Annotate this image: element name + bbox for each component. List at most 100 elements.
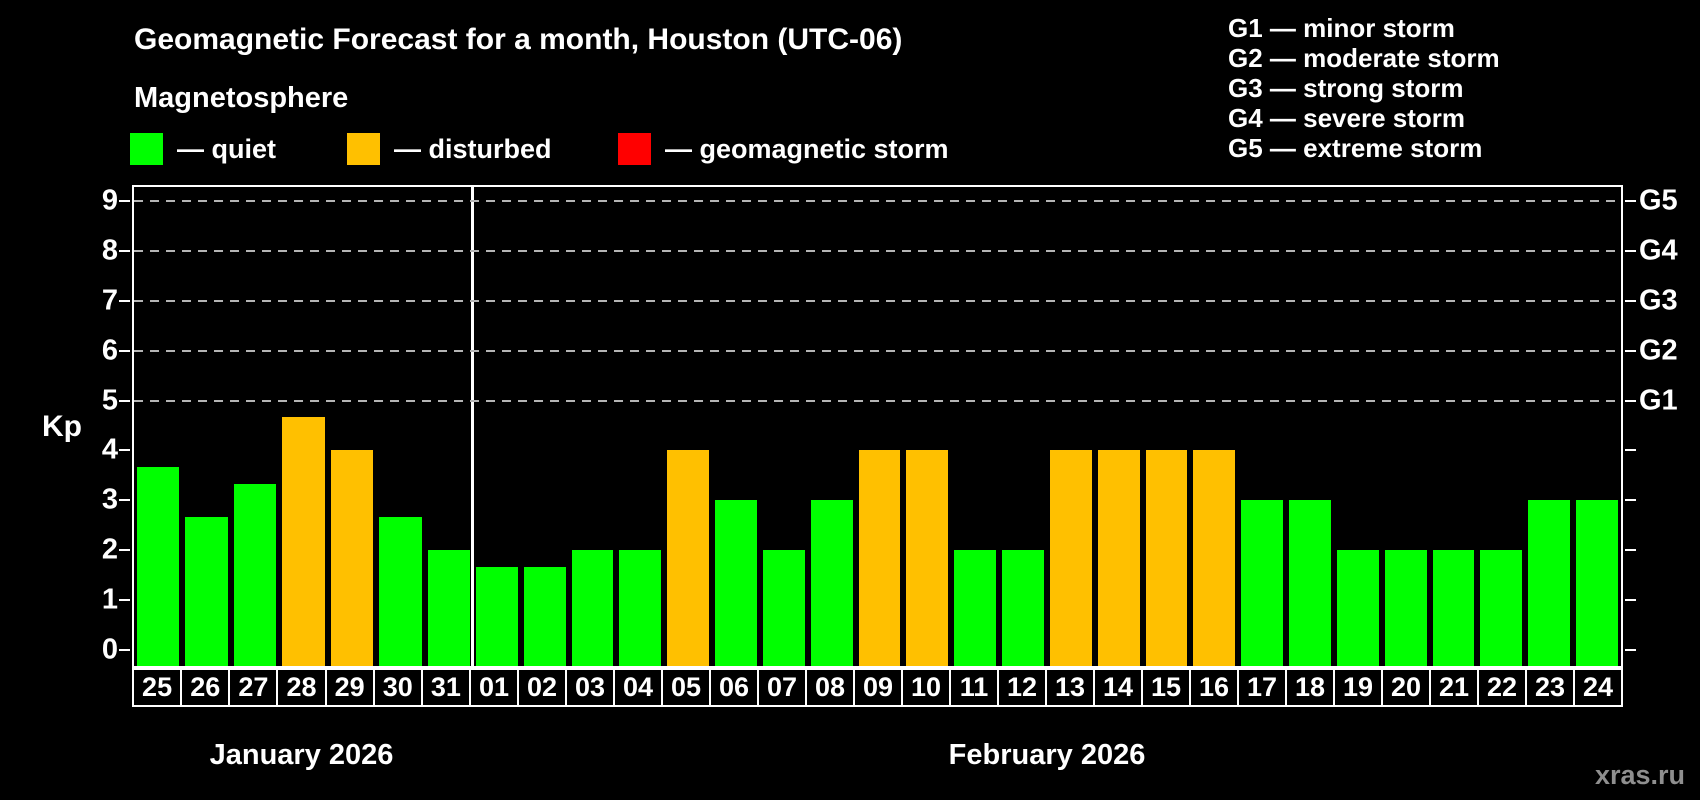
bar-day-12 (1002, 550, 1044, 666)
month-label: February 2026 (948, 739, 1146, 771)
bar-cell (1382, 187, 1430, 666)
g-legend-item: G5 — extreme storm (1228, 133, 1483, 163)
legend-swatch-quiet (130, 133, 163, 165)
bar-day-09 (858, 450, 901, 666)
y-tick-label: 8 (101, 234, 118, 267)
bar-day-19 (1336, 550, 1379, 666)
bar-day-29 (330, 450, 374, 666)
y-tick-left (119, 499, 130, 502)
g-legend-item: G1 — minor storm (1228, 13, 1455, 43)
g-axis-label-g2: G2 (1639, 334, 1678, 367)
bar-day-15 (1145, 450, 1188, 666)
month-label: January 2026 (209, 739, 394, 771)
day-label: 12 (997, 668, 1047, 707)
legend-item-quiet: — quiet (130, 133, 276, 165)
bar-cell (569, 187, 617, 666)
month-separator-line (471, 187, 474, 666)
day-label: 03 (565, 668, 615, 707)
y-tick-label: 5 (101, 384, 118, 416)
gridline-kp8 (134, 249, 1621, 252)
bar-cell (1286, 187, 1334, 666)
bar-cell (1525, 187, 1573, 666)
y-tick-right (1625, 499, 1636, 502)
y-tick-left (119, 199, 130, 202)
y-tick-label: 2 (101, 533, 118, 566)
day-label: 15 (1141, 668, 1191, 707)
day-label: 20 (1381, 668, 1431, 707)
y-tick-right (1625, 649, 1636, 651)
bar-cell (425, 187, 473, 666)
g-axis-label-g5: G5 (1639, 184, 1678, 217)
bar-cell (616, 187, 664, 666)
bar-day-02 (523, 566, 566, 666)
day-label: 01 (469, 668, 519, 707)
day-label: 26 (180, 668, 231, 707)
y-tick-left (119, 399, 130, 402)
y-tick-label: 9 (101, 184, 118, 217)
bar-day-22 (1480, 550, 1523, 666)
bar-cell (951, 187, 999, 666)
day-label: 22 (1477, 668, 1527, 707)
bar-day-01 (476, 566, 518, 666)
bar-day-28 (282, 416, 325, 666)
gridline-kp5 (134, 399, 1621, 402)
y-tick-left (119, 349, 130, 352)
day-label: 14 (1093, 668, 1143, 707)
y-tick-label: 4 (101, 433, 118, 466)
day-label: 31 (420, 668, 471, 707)
bar-cell (712, 187, 760, 666)
plot-inner: 0 1 2 3 4 5 6 7 8 9 G1 G2 G3 G4 G5 (102, 186, 1678, 666)
legend-item-disturbed: — disturbed (347, 133, 552, 165)
bar-day-25 (137, 466, 180, 666)
legend-label: — disturbed (394, 133, 552, 164)
gridline-kp7 (134, 299, 1621, 302)
y-tick-label: 7 (101, 284, 118, 317)
bar-cell (1047, 187, 1095, 666)
y-tick-left (119, 249, 130, 252)
bar-cell (521, 187, 569, 666)
legend-swatch-storm (618, 133, 651, 165)
watermark-link[interactable]: xras.ru (1594, 760, 1685, 790)
bar-cell (376, 187, 424, 666)
day-label: 29 (324, 668, 375, 707)
day-label: 28 (276, 668, 327, 707)
g-axis-label-g1: G1 (1639, 384, 1678, 416)
gridline-kp6 (134, 349, 1621, 352)
bar-day-17 (1241, 500, 1284, 666)
month-group (134, 187, 473, 666)
day-label: 07 (757, 668, 807, 707)
bar-day-27 (233, 483, 277, 666)
gridline-kp9 (134, 199, 1621, 202)
day-group: 25 26 27 28 29 30 31 (132, 668, 471, 707)
bar-cell (1573, 187, 1621, 666)
y-axis-title: Kp (42, 410, 82, 443)
bar-day-08 (810, 500, 853, 666)
legend-title: Magnetosphere (134, 82, 349, 114)
bar-day-03 (571, 550, 614, 666)
g-axis-label-g3: G3 (1639, 284, 1678, 317)
bar-cell (1143, 187, 1191, 666)
y-tick-label: 3 (101, 483, 118, 516)
bar-day-23 (1528, 500, 1571, 666)
bar-cell (279, 187, 327, 666)
day-label: 09 (853, 668, 903, 707)
page-title: Geomagnetic Forecast for a month, Housto… (134, 23, 903, 56)
bar-cell (231, 187, 279, 666)
y-tick-right (1625, 549, 1636, 552)
bar-day-16 (1193, 450, 1236, 666)
day-label: 08 (805, 668, 855, 707)
g-legend-item: G3 — strong storm (1228, 73, 1464, 103)
y-tick-right (1625, 249, 1636, 252)
month-group (473, 187, 1621, 666)
g-legend-item: G2 — moderate storm (1228, 43, 1500, 73)
y-tick-label: 6 (101, 334, 118, 367)
bar-day-11 (954, 550, 997, 666)
day-label: 10 (901, 668, 951, 707)
y-tick-left (119, 649, 130, 651)
bar-cell (760, 187, 808, 666)
day-label: 19 (1333, 668, 1383, 707)
bar-cell (1334, 187, 1382, 666)
bar-cell (328, 187, 376, 666)
day-label: 05 (661, 668, 711, 707)
day-group: 01 02 03 04 05 06 07 08 09 10 11 12 13 14 15 16 17 18 19 20… (469, 668, 1623, 707)
